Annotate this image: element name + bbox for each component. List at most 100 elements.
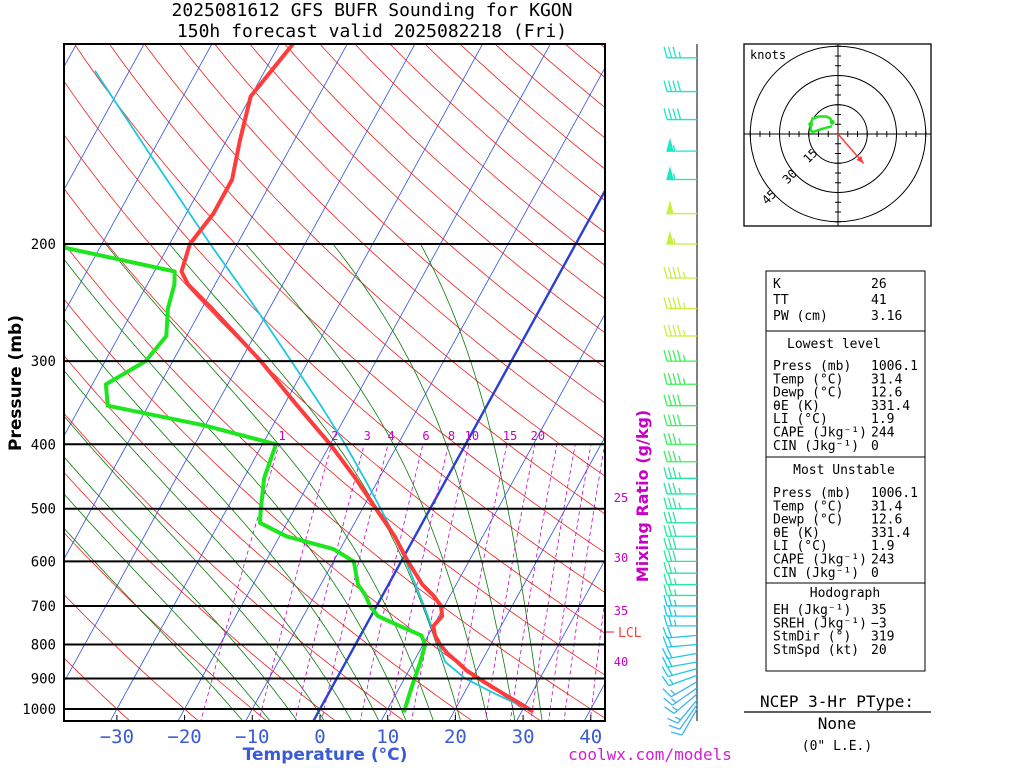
wind-barb: [663, 394, 697, 407]
param-label: LI (°C): [773, 539, 828, 554]
skewt-plot: [63, 43, 606, 722]
profile-lines: [64, 44, 534, 713]
moist-adiabat-line: [169, 243, 462, 721]
ptype-value: None: [818, 714, 857, 733]
wind-barb: [663, 584, 697, 597]
param-label: Dewp (°C): [773, 513, 843, 528]
wind-barb: [663, 614, 697, 627]
wind-barb: [663, 80, 697, 93]
wind-barb: [661, 674, 698, 687]
hodograph-params-table: EH (Jkg⁻¹) 35 SREH (Jkg⁻¹) −3 StmDir (°) 319 S…: [773, 603, 894, 658]
moist-adiabat-line: [64, 493, 271, 721]
temperature-tick-labels: −30 −20 −10 0 10 20 30 40: [100, 715, 602, 748]
param-label: CIN (Jkg⁻¹): [773, 566, 859, 581]
mixing-ratio-tick-label: 10: [465, 429, 479, 443]
wind-barb: [663, 525, 697, 537]
dry-adiabat-line: [64, 298, 542, 721]
wind-barb: [663, 349, 697, 362]
mixing-ratio-line: [453, 444, 508, 721]
temp-tick-label: 10: [376, 726, 399, 748]
isotherm-line: [245, 66, 605, 721]
dry-adiabat-line: [284, 44, 605, 334]
temp-tick-label: 30: [512, 726, 535, 748]
pressure-tick-label: 600: [31, 554, 56, 570]
wind-barb: [664, 693, 698, 714]
lowest-level-table: Press (mb) 1006.1 Temp (°C) 31.4 Dewp (°C) 12…: [773, 359, 918, 454]
wind-barb: [662, 647, 698, 660]
dry-adiabat-line: [64, 532, 268, 721]
wind-barb: [663, 550, 697, 563]
mixing-ratio-line: [258, 444, 333, 721]
mixing-ratio-tick-label: 15: [503, 429, 517, 443]
param-value: 20: [871, 643, 887, 658]
dry-adiabat-line: [64, 412, 405, 721]
ptype-title: NCEP 3-Hr PType:: [760, 692, 914, 711]
wind-barb: [667, 699, 698, 724]
param-label: θE (K): [773, 399, 820, 414]
dry-adiabat-line: [108, 44, 605, 515]
isotherm-line: [64, 44, 416, 683]
pressure-tick-labels: 200 300 400 500 600 700 800 900 1000: [22, 237, 56, 718]
param-value: 243: [871, 553, 894, 568]
wind-barb: [666, 200, 697, 215]
param-value: 12.6: [871, 513, 902, 528]
mixing-ratio-tick-label: 30: [614, 551, 628, 565]
pressure-tick-label: 1000: [22, 702, 56, 718]
pressure-tick-label: 700: [31, 599, 56, 615]
param-label: K: [773, 277, 781, 292]
wind-barb: [666, 166, 697, 181]
param-label: CIN (Jkg⁻¹): [773, 439, 859, 454]
wind-barb: [663, 482, 697, 495]
hodograph-trace-end: [808, 121, 814, 127]
pressure-tick-label: 900: [31, 672, 56, 688]
isotherm-line: [64, 44, 213, 314]
mixing-ratio-tick-label: 35: [614, 604, 628, 618]
param-value: 1.9: [871, 539, 894, 554]
wind-barb: [662, 681, 698, 698]
pressure-tick-label: 400: [31, 437, 56, 453]
param-value: 0: [871, 439, 879, 454]
moist-adiabat-line: [64, 456, 298, 721]
param-value: 331.4: [871, 399, 910, 414]
wind-barb: [663, 450, 697, 463]
isotherm-line: [448, 436, 605, 721]
param-label: Temp (°C): [773, 499, 843, 514]
param-value: 35: [871, 603, 887, 618]
mixing-ratio-line: [563, 444, 605, 721]
param-label: SREH (Jkg⁻¹): [773, 616, 867, 631]
param-value: 1006.1: [871, 486, 918, 501]
mixing-ratio-tick-label: 40: [614, 655, 628, 669]
dry-adiabat-line: [214, 44, 605, 404]
mixing-ratio-tick-label: 6: [422, 429, 429, 443]
dry-adiabat-line: [64, 133, 605, 634]
wind-barb: [663, 46, 697, 59]
moist-adiabat-line: [105, 243, 434, 721]
wind-barb: [666, 137, 697, 152]
isotherm-line: [516, 559, 605, 721]
mixing-ratio-tick-label: 25: [614, 491, 628, 505]
dry-adiabat-line: [179, 44, 605, 440]
param-label: StmSpd (kt): [773, 643, 859, 658]
mixing-ratio-line: [530, 444, 576, 721]
dry-adiabat-line: [73, 44, 605, 554]
mixing-ratio-line: [548, 444, 592, 721]
dry-adiabat-line: [64, 471, 337, 721]
param-value: 3.16: [871, 309, 902, 324]
param-label: Dewp (°C): [773, 386, 843, 401]
wind-barb: [663, 594, 697, 607]
param-value: −3: [871, 616, 887, 631]
wind-barb: [663, 108, 697, 121]
hodograph-params-header: Hodograph: [810, 586, 880, 601]
wind-barb: [663, 687, 698, 706]
moist-adiabat-line: [64, 415, 325, 721]
wind-barb: [663, 573, 697, 586]
indices-table: K 26 TT 41 PW (cm) 3.16: [773, 277, 902, 324]
y-axis-label: Pressure (mb): [6, 315, 26, 451]
pressure-tick-label: 300: [31, 354, 56, 370]
wind-barb: [666, 230, 697, 245]
param-label: EH (Jkg⁻¹): [773, 603, 851, 618]
param-label: PW (cm): [773, 309, 828, 324]
dry-adiabat-line: [64, 242, 605, 719]
mixing-ratio-line: [321, 444, 389, 721]
